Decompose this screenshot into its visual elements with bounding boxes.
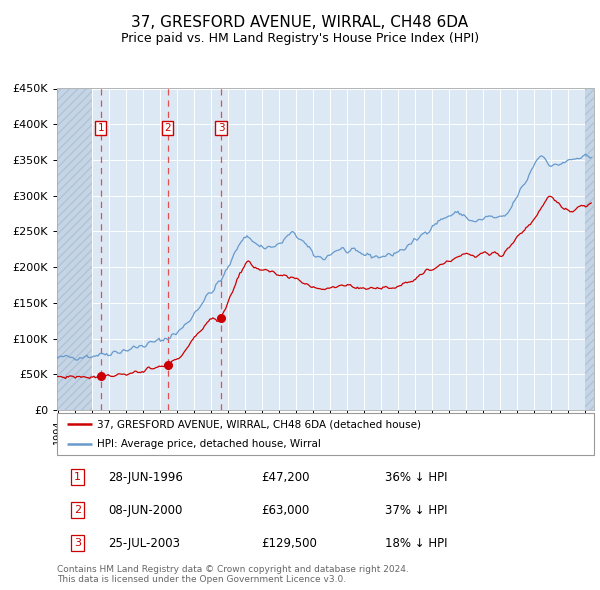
- Text: 37, GRESFORD AVENUE, WIRRAL, CH48 6DA: 37, GRESFORD AVENUE, WIRRAL, CH48 6DA: [131, 15, 469, 30]
- Text: 3: 3: [74, 538, 81, 548]
- Text: 18% ↓ HPI: 18% ↓ HPI: [385, 536, 447, 550]
- Text: 37, GRESFORD AVENUE, WIRRAL, CH48 6DA (detached house): 37, GRESFORD AVENUE, WIRRAL, CH48 6DA (d…: [97, 419, 421, 430]
- Text: 3: 3: [218, 123, 224, 133]
- Text: 25-JUL-2003: 25-JUL-2003: [108, 536, 180, 550]
- Text: £63,000: £63,000: [261, 503, 310, 517]
- Text: 2: 2: [74, 505, 81, 515]
- Bar: [57, 88, 92, 410]
- Text: 1: 1: [74, 472, 81, 482]
- Text: £47,200: £47,200: [261, 470, 310, 484]
- Text: 2: 2: [164, 123, 171, 133]
- Text: HPI: Average price, detached house, Wirral: HPI: Average price, detached house, Wirr…: [97, 439, 321, 449]
- Bar: [586, 88, 594, 410]
- Text: 1: 1: [97, 123, 104, 133]
- FancyBboxPatch shape: [57, 413, 594, 455]
- Text: 36% ↓ HPI: 36% ↓ HPI: [385, 470, 447, 484]
- Text: 28-JUN-1996: 28-JUN-1996: [108, 470, 183, 484]
- Text: 37% ↓ HPI: 37% ↓ HPI: [385, 503, 447, 517]
- Text: Contains HM Land Registry data © Crown copyright and database right 2024.
This d: Contains HM Land Registry data © Crown c…: [57, 565, 409, 584]
- Text: Price paid vs. HM Land Registry's House Price Index (HPI): Price paid vs. HM Land Registry's House …: [121, 32, 479, 45]
- Text: 08-JUN-2000: 08-JUN-2000: [108, 503, 182, 517]
- Text: £129,500: £129,500: [261, 536, 317, 550]
